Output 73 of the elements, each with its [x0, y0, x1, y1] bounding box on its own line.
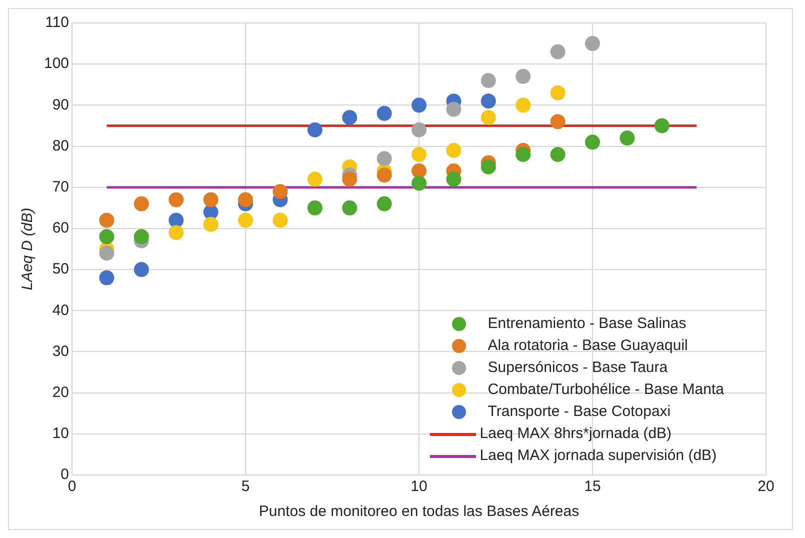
point: [99, 212, 114, 228]
point: [516, 146, 531, 162]
point: [238, 192, 254, 208]
point: [134, 262, 149, 278]
point: [480, 94, 496, 109]
point: [516, 68, 531, 84]
point: [480, 73, 496, 88]
x-axis-title: Puntos de monitoreo en todas las Bases Aéreas: [258, 503, 580, 520]
y-tick-label: 40: [52, 302, 70, 319]
point: [376, 168, 392, 183]
point: [550, 44, 566, 60]
legend-label: Supersónicos - Base Taura: [488, 358, 668, 378]
y-tick-label: 80: [52, 137, 70, 154]
y-tick-label: 30: [52, 342, 70, 360]
x-tick-label: 5: [241, 478, 250, 496]
point: [99, 229, 114, 244]
point: [585, 36, 600, 52]
point: [412, 122, 427, 138]
y-tick-label: 0: [60, 466, 70, 484]
point: [480, 110, 496, 126]
point: [446, 172, 462, 187]
y-tick-label: 90: [52, 96, 70, 114]
point: [620, 130, 635, 146]
point: [412, 98, 427, 113]
point: [203, 216, 218, 232]
point: [376, 106, 392, 121]
point: [412, 163, 427, 178]
point: [654, 118, 670, 134]
point: [480, 159, 496, 174]
y-tick-label: 50: [52, 260, 70, 278]
point: [272, 184, 288, 199]
point: [99, 270, 114, 286]
y-tick-label: 110: [45, 14, 70, 32]
x-tick-label: 15: [584, 478, 601, 496]
point: [585, 134, 600, 150]
legend-label: Entrenamiento - Base Salinas: [488, 314, 686, 334]
point: [550, 114, 566, 130]
point: [446, 102, 462, 117]
point: [272, 212, 288, 228]
point: [412, 146, 427, 162]
legend-label: Laeq MAX 8hrs*jornada (dB): [480, 424, 672, 444]
point: [307, 122, 322, 138]
point: [168, 192, 184, 208]
point: [342, 200, 358, 216]
legend-label: Laeq MAX jornada supervisión (dB): [480, 446, 717, 466]
point: [203, 192, 218, 208]
point: [342, 110, 358, 126]
legend-label: Transporte - Base Cotopaxi: [488, 402, 671, 422]
point: [307, 200, 322, 216]
point: [412, 176, 427, 191]
y-axis-title: LAeq D (dB): [19, 208, 36, 290]
x-tick-label: 20: [758, 478, 774, 496]
point: [168, 225, 184, 240]
y-tick-label: 20: [52, 384, 70, 401]
point: [168, 212, 184, 228]
y-tick-label: 70: [52, 178, 70, 196]
point: [342, 172, 358, 187]
point: [446, 142, 462, 158]
point: [516, 98, 531, 113]
y-tick-label: 10: [52, 425, 70, 442]
y-tick-label: 60: [52, 220, 70, 237]
point: [134, 196, 149, 212]
legend-label: Ala rotatoria - Base Guayaquil: [488, 336, 688, 356]
point: [550, 85, 566, 100]
point: [376, 196, 392, 212]
point: [238, 212, 254, 228]
point: [376, 151, 392, 166]
point: [307, 172, 322, 187]
x-tick-label: 10: [410, 478, 428, 496]
point: [550, 146, 566, 162]
legend-label: Combate/Turbohélice - Base Manta: [488, 380, 724, 400]
y-tick-label: 100: [44, 55, 70, 72]
point: [99, 246, 114, 261]
